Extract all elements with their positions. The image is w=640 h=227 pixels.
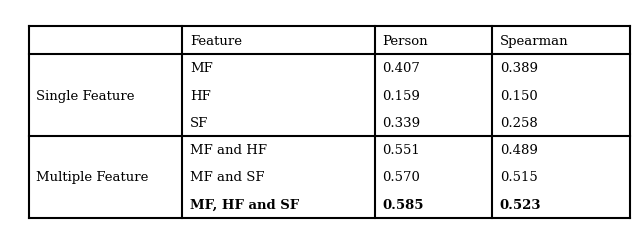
Text: MF, HF and SF: MF, HF and SF [190,198,299,211]
Text: 0.258: 0.258 [500,116,538,129]
Text: 0.523: 0.523 [500,198,541,211]
Text: 0.407: 0.407 [383,62,420,75]
Text: Multiple Feature: Multiple Feature [36,171,149,184]
Text: 0.150: 0.150 [500,89,538,102]
Text: 0.389: 0.389 [500,62,538,75]
Text: MF: MF [190,62,212,75]
Text: Spearman: Spearman [500,35,568,47]
Text: 0.551: 0.551 [383,143,420,156]
Text: 0.570: 0.570 [383,171,420,184]
Text: 0.489: 0.489 [500,143,538,156]
Text: MF and HF: MF and HF [190,143,267,156]
Text: HF: HF [190,89,211,102]
Text: 0.585: 0.585 [383,198,424,211]
Text: MF and SF: MF and SF [190,171,264,184]
Text: SF: SF [190,116,208,129]
Text: Person: Person [383,35,428,47]
Text: 0.339: 0.339 [383,116,420,129]
Text: 0.159: 0.159 [383,89,420,102]
Text: Feature: Feature [190,35,242,47]
Text: 0.515: 0.515 [500,171,538,184]
Text: Single Feature: Single Feature [36,89,135,102]
